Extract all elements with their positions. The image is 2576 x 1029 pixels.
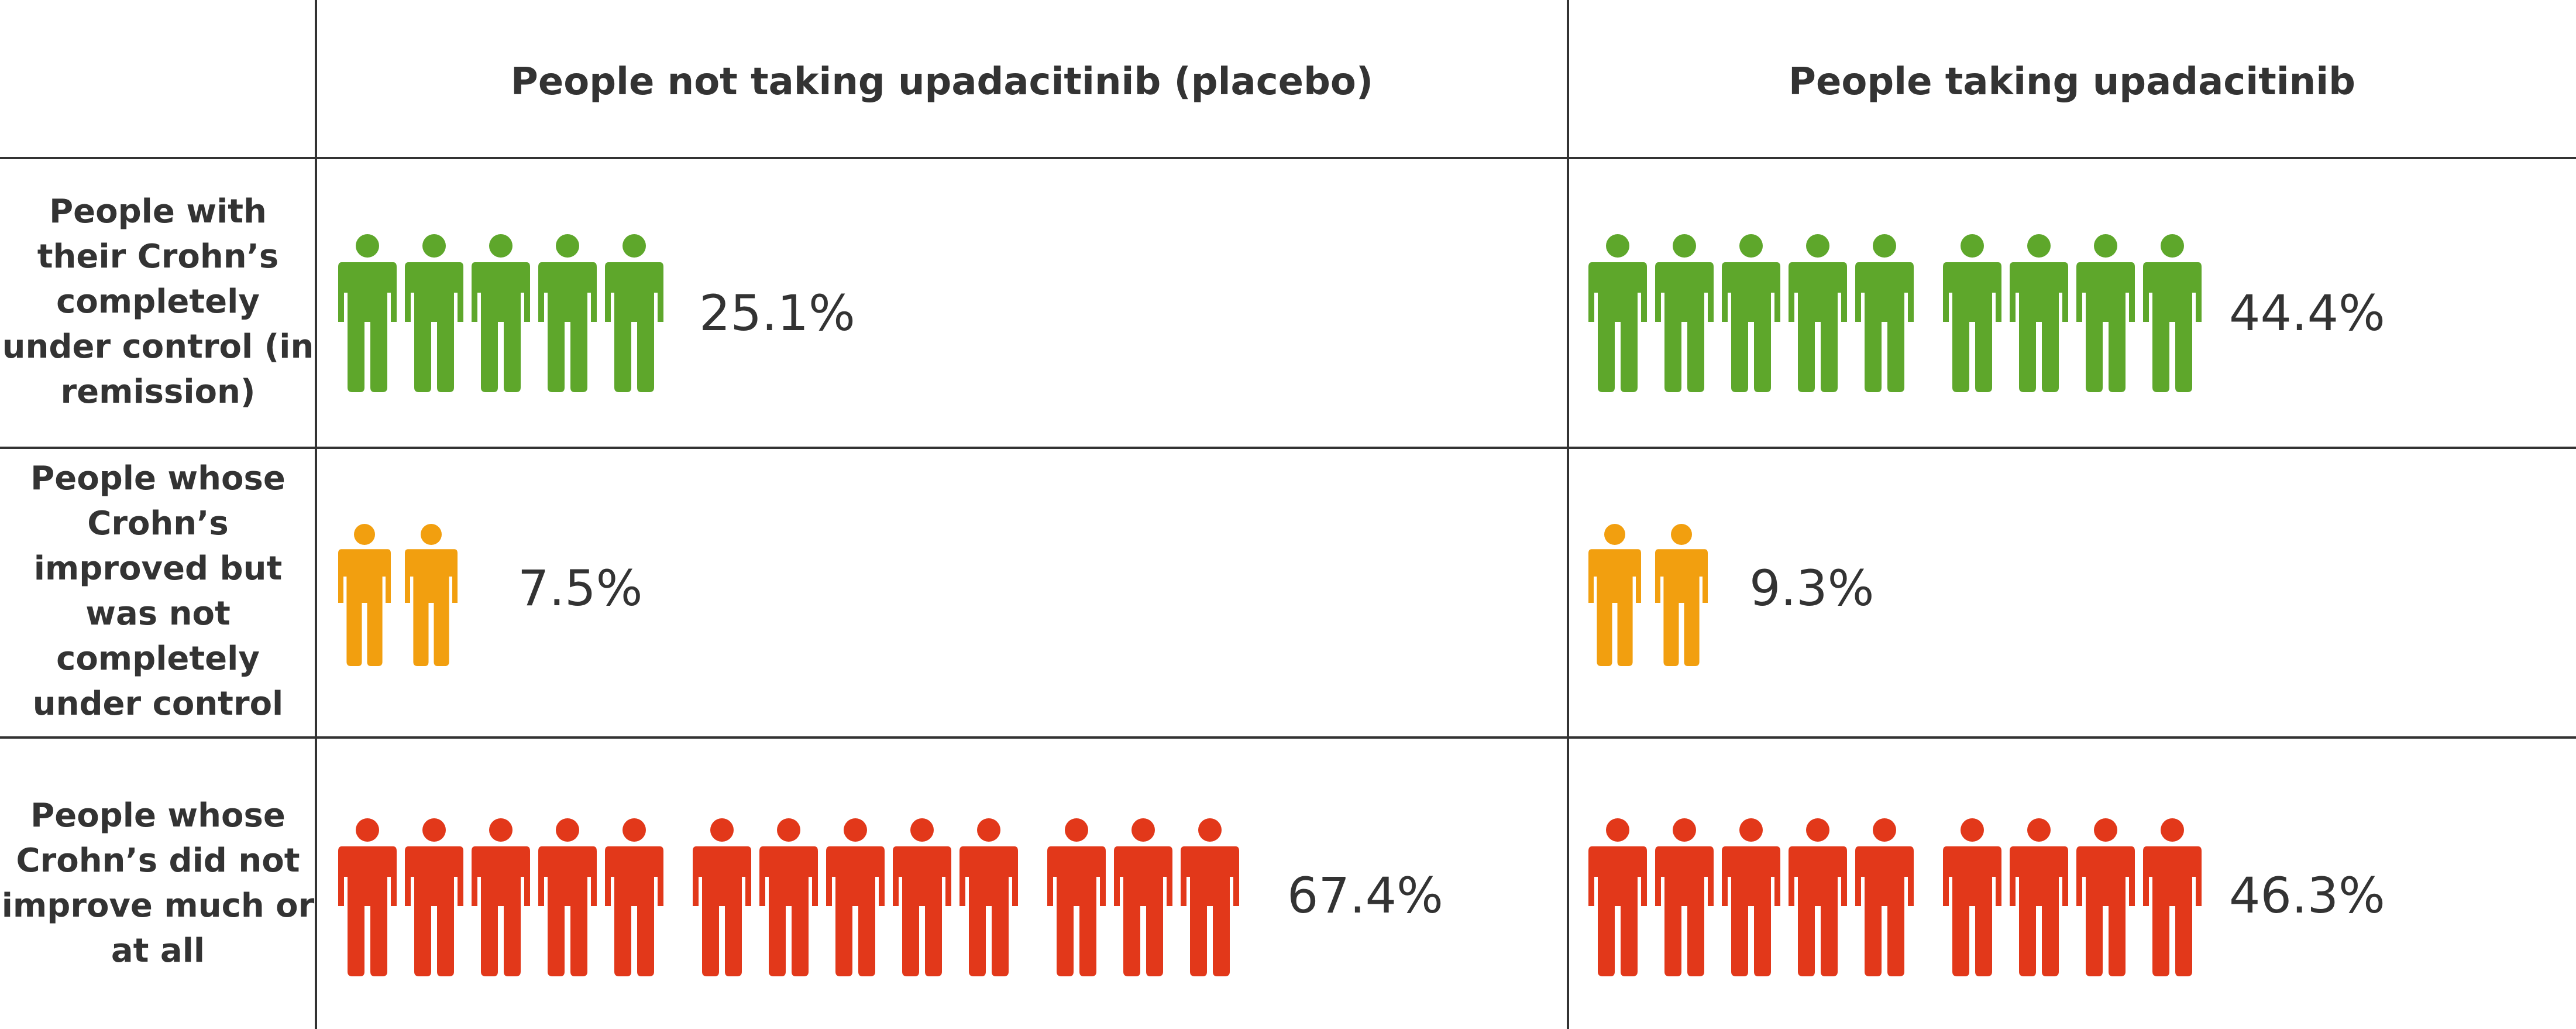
person-icon-remission-upadacitinib-9 (2143, 234, 2202, 392)
person-icon-not-improved-upadacitinib-6 (1943, 818, 2001, 976)
person-icon-remission-placebo-4 (538, 234, 597, 392)
person-icon-not-improved-placebo-13 (1181, 818, 1239, 976)
person-icon-improved-upadacitinib-1 (1588, 524, 1641, 666)
value-label-not-improved-placebo: 67.4% (1287, 867, 1443, 924)
person-icon-not-improved-upadacitinib-5 (1855, 818, 1914, 976)
person-icon-improved-upadacitinib-2 (1655, 524, 1708, 666)
person-icon-remission-placebo-1 (338, 234, 397, 392)
person-icon-remission-upadacitinib-3 (1722, 234, 1780, 392)
row-label-improved: People whose Crohn’s improved but was no… (30, 459, 286, 723)
column-header-upadacitinib: People taking upadacitinib (1789, 60, 2355, 104)
person-icon-not-improved-upadacitinib-9 (2143, 818, 2202, 976)
person-icon-remission-upadacitinib-1 (1588, 234, 1647, 392)
value-label-remission-placebo: 25.1% (699, 284, 855, 342)
person-icon-not-improved-placebo-3 (472, 818, 530, 976)
person-icon-not-improved-upadacitinib-7 (2010, 818, 2068, 976)
person-icon-remission-upadacitinib-2 (1655, 234, 1714, 392)
person-icon-remission-upadacitinib-6 (1943, 234, 2001, 392)
person-icon-not-improved-upadacitinib-4 (1789, 818, 1847, 976)
column-header-placebo: People not taking upadacitinib (placebo) (510, 60, 1374, 104)
person-icon-improved-placebo-1 (338, 524, 391, 666)
person-icon-not-improved-placebo-1 (338, 818, 397, 976)
person-icon-not-improved-upadacitinib-3 (1722, 818, 1780, 976)
value-label-improved-upadacitinib: 9.3% (1749, 560, 1875, 617)
person-icon-not-improved-placebo-8 (826, 818, 885, 976)
person-icon-improved-placebo-2 (405, 524, 458, 666)
person-icon-not-improved-upadacitinib-2 (1655, 818, 1714, 976)
person-icon-not-improved-placebo-4 (538, 818, 597, 976)
person-icon-remission-upadacitinib-8 (2076, 234, 2135, 392)
person-icon-not-improved-placebo-7 (759, 818, 818, 976)
person-icon-remission-upadacitinib-4 (1789, 234, 1847, 392)
person-icon-remission-upadacitinib-7 (2010, 234, 2068, 392)
person-icon-not-improved-upadacitinib-8 (2076, 818, 2135, 976)
person-icon-remission-placebo-5 (605, 234, 663, 392)
row-label-not-improved: People whose Crohn’s did not improve muc… (1, 797, 315, 970)
person-icon-not-improved-placebo-10 (959, 818, 1018, 976)
person-icon-remission-placebo-3 (472, 234, 530, 392)
value-label-improved-placebo: 7.5% (518, 560, 643, 617)
row-label-remission: People with their Crohn’s completely und… (2, 192, 314, 411)
person-icon-remission-upadacitinib-5 (1855, 234, 1914, 392)
value-label-not-improved-upadacitinib: 46.3% (2229, 867, 2385, 924)
person-icon-remission-placebo-2 (405, 234, 463, 392)
person-icon-not-improved-placebo-9 (893, 818, 951, 976)
person-icon-not-improved-upadacitinib-1 (1588, 818, 1647, 976)
person-icon-not-improved-placebo-2 (405, 818, 463, 976)
person-icon-not-improved-placebo-5 (605, 818, 663, 976)
person-icon-not-improved-placebo-6 (693, 818, 751, 976)
value-label-remission-upadacitinib: 44.4% (2229, 284, 2385, 342)
person-icon-not-improved-placebo-11 (1047, 818, 1106, 976)
person-icon-not-improved-placebo-12 (1114, 818, 1172, 976)
